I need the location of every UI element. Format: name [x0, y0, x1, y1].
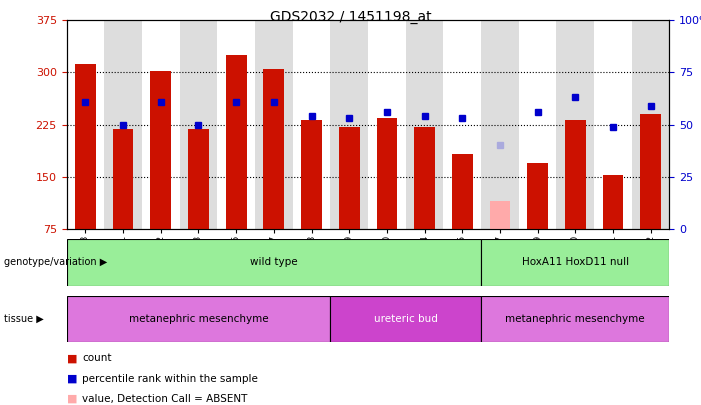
Bar: [481, 296, 669, 342]
Text: ureteric bud: ureteric bud: [374, 314, 437, 324]
Bar: [481, 20, 519, 229]
Bar: [519, 20, 557, 229]
Bar: [481, 239, 669, 286]
Bar: [255, 20, 293, 229]
Text: percentile rank within the sample: percentile rank within the sample: [82, 374, 258, 384]
Bar: [406, 20, 443, 229]
Bar: [330, 20, 368, 229]
Bar: [489, 201, 510, 229]
Bar: [104, 20, 142, 229]
Bar: [594, 20, 632, 229]
Text: value, Detection Call = ABSENT: value, Detection Call = ABSENT: [82, 394, 247, 404]
Bar: [452, 154, 472, 229]
Bar: [67, 239, 481, 286]
Bar: [640, 114, 661, 229]
Bar: [301, 119, 322, 229]
Text: ■: ■: [67, 394, 77, 404]
Bar: [67, 20, 104, 229]
Bar: [527, 163, 548, 229]
Bar: [142, 20, 179, 229]
Bar: [414, 127, 435, 229]
Bar: [632, 20, 669, 229]
Bar: [339, 127, 360, 229]
Bar: [151, 71, 171, 229]
Bar: [376, 117, 397, 229]
Bar: [443, 20, 481, 229]
Bar: [565, 119, 585, 229]
Bar: [113, 130, 133, 229]
Bar: [188, 130, 209, 229]
Bar: [226, 55, 247, 229]
Text: GDS2032 / 1451198_at: GDS2032 / 1451198_at: [270, 10, 431, 24]
Text: metanephric mesenchyme: metanephric mesenchyme: [129, 314, 268, 324]
Bar: [330, 296, 481, 342]
Bar: [179, 20, 217, 229]
Text: genotype/variation ▶: genotype/variation ▶: [4, 257, 107, 267]
Bar: [557, 20, 594, 229]
Bar: [217, 20, 255, 229]
Bar: [264, 69, 284, 229]
Bar: [603, 175, 623, 229]
Text: ■: ■: [67, 374, 77, 384]
Text: ■: ■: [67, 354, 77, 363]
Text: HoxA11 HoxD11 null: HoxA11 HoxD11 null: [522, 257, 629, 267]
Bar: [368, 20, 406, 229]
Text: metanephric mesenchyme: metanephric mesenchyme: [505, 314, 645, 324]
Bar: [293, 20, 330, 229]
Bar: [67, 296, 330, 342]
Text: wild type: wild type: [250, 257, 298, 267]
Text: count: count: [82, 354, 111, 363]
Bar: [75, 64, 96, 229]
Text: tissue ▶: tissue ▶: [4, 314, 43, 324]
